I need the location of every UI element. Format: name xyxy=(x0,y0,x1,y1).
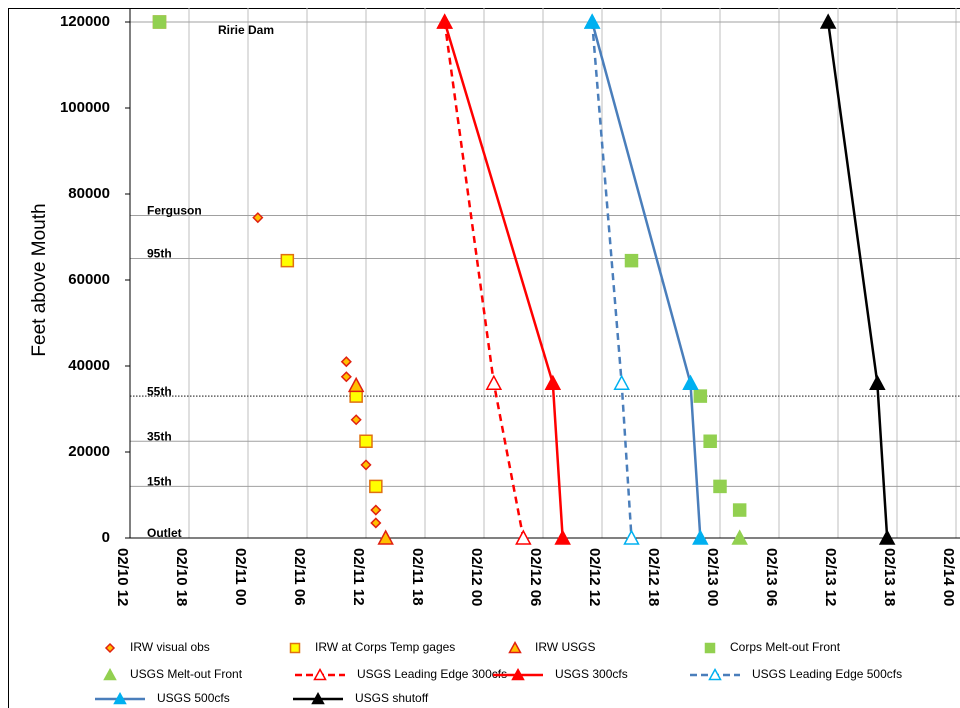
x-tick-label: 02/11 00 xyxy=(232,548,249,606)
series-line xyxy=(826,21,889,539)
x-tick-label: 02/12 00 xyxy=(468,548,485,606)
series-line xyxy=(590,21,633,539)
marker xyxy=(485,374,503,390)
x-tick-label: 02/11 06 xyxy=(291,548,308,606)
x-tick-label: 02/13 18 xyxy=(881,548,898,606)
marker xyxy=(613,374,630,390)
x-tick-label: 02/10 18 xyxy=(173,548,190,606)
marker xyxy=(340,371,352,383)
y-tick-label: 120000 xyxy=(60,13,110,30)
legend-label: USGS Leading Edge 500cfs xyxy=(752,667,902,681)
y-tick-label: 100000 xyxy=(60,99,110,116)
y-tick-label: 20000 xyxy=(68,443,110,460)
marker xyxy=(515,529,532,545)
y-tick-label: 40000 xyxy=(68,357,110,374)
marker xyxy=(289,642,301,654)
marker xyxy=(113,691,127,705)
legend-label: USGS Leading Edge 300cfs xyxy=(357,667,507,681)
x-tick-label: 02/12 06 xyxy=(527,548,544,606)
marker xyxy=(732,503,747,517)
reference-label: 95th xyxy=(147,247,172,261)
marker xyxy=(869,374,886,390)
marker xyxy=(280,253,295,268)
y-tick-label: 0 xyxy=(102,529,110,546)
marker xyxy=(704,642,716,654)
marker xyxy=(583,13,601,29)
marker xyxy=(624,253,639,268)
marker xyxy=(369,479,383,494)
x-tick-label: 02/13 00 xyxy=(704,548,721,606)
marker xyxy=(511,667,525,681)
series-line xyxy=(590,21,702,539)
reference-label: Ririe Dam xyxy=(218,23,274,37)
marker xyxy=(436,13,453,29)
marker xyxy=(731,529,748,545)
marker xyxy=(708,667,722,681)
frame xyxy=(8,8,960,708)
legend-label: Corps Melt-out Front xyxy=(730,640,841,654)
marker xyxy=(252,212,264,224)
marker xyxy=(359,434,373,448)
x-tick-label: 02/12 12 xyxy=(586,548,603,606)
marker xyxy=(692,529,709,545)
legend-label: USGS shutoff xyxy=(355,691,429,705)
marker xyxy=(360,459,372,471)
marker xyxy=(313,667,327,681)
marker xyxy=(377,529,394,545)
marker xyxy=(370,504,382,516)
legend-label: USGS 300cfs xyxy=(555,667,628,681)
marker xyxy=(713,479,727,494)
marker xyxy=(682,374,699,390)
series-line xyxy=(443,21,564,539)
marker xyxy=(370,517,382,529)
marker xyxy=(693,389,708,403)
legend-label: IRW visual obs xyxy=(130,640,210,654)
x-tick-label: 02/13 06 xyxy=(763,548,780,606)
x-tick-label: 02/11 12 xyxy=(350,548,367,606)
marker xyxy=(350,414,362,426)
legend-label: USGS Melt-out Front xyxy=(130,667,243,681)
reference-label: 15th xyxy=(147,475,172,489)
reference-label: Outlet xyxy=(147,526,182,540)
reference-label: 55th xyxy=(147,384,172,398)
x-tick-label: 02/13 12 xyxy=(822,548,839,606)
reference-label: 35th xyxy=(147,429,172,443)
x-tick-label: 02/10 12 xyxy=(114,548,131,606)
marker xyxy=(104,642,116,654)
legend-label: USGS 500cfs xyxy=(157,691,230,705)
x-tick-label: 02/12 18 xyxy=(645,548,662,606)
reference-label: Ferguson xyxy=(147,204,202,218)
y-tick-label: 80000 xyxy=(68,185,110,202)
marker xyxy=(103,667,117,681)
marker xyxy=(554,529,571,545)
marker xyxy=(703,434,717,448)
legend-label: IRW USGS xyxy=(535,640,595,654)
marker xyxy=(152,15,167,29)
y-tick-label: 60000 xyxy=(68,271,110,288)
marker xyxy=(340,356,352,368)
x-tick-label: 02/14 00 xyxy=(940,548,957,606)
marker xyxy=(819,13,837,29)
y-axis-label: Feet above Mouth xyxy=(29,203,50,356)
x-tick-label: 02/11 18 xyxy=(409,548,426,606)
marker xyxy=(311,691,325,705)
marker xyxy=(623,529,640,545)
marker xyxy=(878,529,896,545)
legend-label: IRW at Corps Temp gages xyxy=(315,640,455,654)
marker xyxy=(347,376,365,393)
marker xyxy=(544,374,562,390)
marker xyxy=(508,640,522,654)
